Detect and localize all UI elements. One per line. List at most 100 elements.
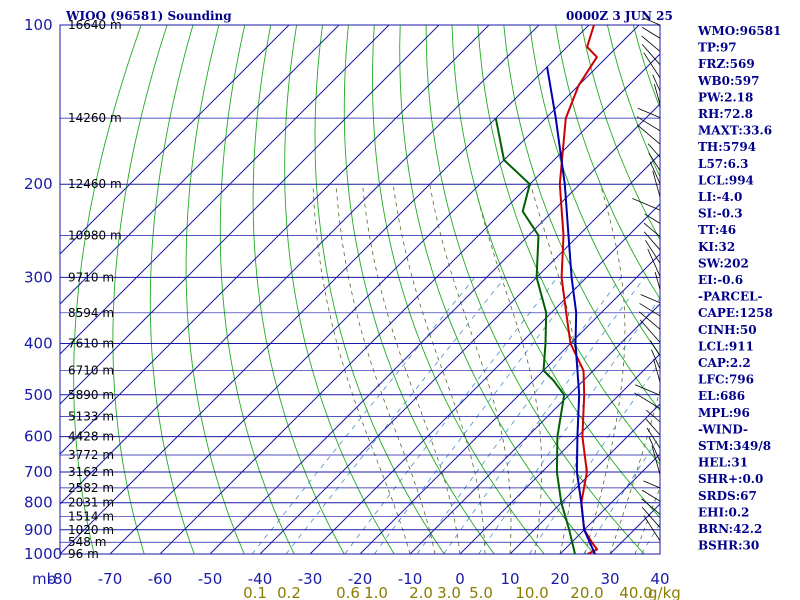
isotherm-line	[209, 103, 660, 554]
dry-adiabat	[149, 25, 195, 554]
isotherm-line	[509, 403, 660, 554]
sounding-index: HEL:31	[698, 456, 748, 470]
wind-barb	[651, 349, 661, 370]
height-label: 8594 m	[68, 306, 114, 320]
temperature-tick-label: -70	[98, 570, 123, 588]
sounding-index: EHI:0.2	[698, 505, 749, 519]
mixing-ratio-line	[251, 277, 476, 554]
height-label: 14260 m	[68, 111, 122, 125]
pressure-tick-label: 800	[24, 494, 53, 512]
sounding-index: L57:6.3	[698, 157, 748, 171]
pressure-unit-label: mb	[32, 570, 56, 588]
wind-barb	[634, 384, 661, 396]
wind-barb	[652, 170, 661, 198]
isotherms	[60, 25, 660, 554]
wind-barb	[649, 161, 661, 184]
moist-adiabat	[335, 184, 436, 554]
isotherm-line	[60, 25, 340, 305]
wind-barb	[652, 74, 661, 92]
wind-barb	[645, 409, 661, 423]
temperature-tick-label: 40	[650, 570, 669, 588]
sounding-index: -PARCEL-	[698, 290, 763, 304]
isotherm-line	[60, 25, 590, 554]
sounding-index: MPL:96	[698, 406, 750, 420]
sounding-indices: WMO:96581 TP:97 FRZ:569 WB0:597 PW:2.18 RH:72…	[697, 24, 781, 553]
dry-adiabat	[581, 25, 660, 241]
temperature-tick-label: -20	[348, 570, 373, 588]
mixing-unit-label: g/kg	[648, 584, 681, 600]
mixing-ratio-label: 10.0	[515, 584, 548, 600]
wind-barb	[647, 143, 661, 158]
mixing-ratio-label: 0.6	[336, 584, 360, 600]
height-label: 16640 m	[68, 18, 122, 32]
isotherm-line	[60, 25, 490, 455]
mixing-ratio-line	[443, 277, 645, 554]
height-label: 7610 m	[68, 336, 114, 350]
wind-barb	[651, 445, 661, 475]
mixing-ratio-label: 0.2	[277, 584, 301, 600]
height-label: 3772 m	[68, 448, 114, 462]
isotherm-line	[309, 203, 660, 554]
sounding-index: CAP:2.2	[698, 356, 751, 370]
wind-barbs	[632, 17, 661, 541]
height-label: 4428 m	[68, 430, 114, 444]
sounding-index: TP:97	[698, 41, 737, 55]
isotherm-line	[559, 453, 660, 554]
height-label: 9710 m	[68, 270, 114, 284]
height-label: 10980 m	[68, 229, 122, 243]
wind-barb	[645, 418, 661, 436]
pressure-tick-label: 900	[24, 521, 53, 539]
sounding-index: WMO:96581	[697, 24, 781, 38]
sounding-index: SI:-0.3	[698, 207, 743, 221]
dry-adiabat	[763, 25, 800, 554]
wind-barb	[640, 294, 661, 304]
isotherm-line	[359, 253, 660, 554]
temperature-tick-label: -10	[398, 570, 423, 588]
height-label: 2031 m	[68, 496, 114, 510]
mixing-ratio-label: 0.1	[243, 584, 267, 600]
temperature-tick-label: -40	[248, 570, 273, 588]
sounding-index: TT:46	[698, 223, 736, 237]
wind-barb	[641, 507, 661, 528]
wind-barb	[643, 231, 661, 251]
wind-barb	[649, 340, 661, 356]
sounding-index: BRN:42.2	[698, 522, 762, 536]
pressure-tick-label: 700	[24, 463, 53, 481]
sounding-index: BSHR:30	[698, 539, 759, 553]
wind-barb	[641, 26, 661, 39]
pressure-tick-label: 200	[24, 175, 53, 193]
sounding-index: FRZ:569	[698, 57, 755, 71]
sounding-index: CAPE:1258	[698, 306, 773, 320]
wind-barb	[641, 489, 661, 502]
sounding-index: CINH:50	[698, 323, 757, 337]
isotherm-line	[109, 25, 640, 554]
wind-barb	[653, 358, 661, 383]
sounding-index: LCL:911	[698, 339, 754, 353]
sounding-index: RH:72.8	[698, 107, 753, 121]
wind-barb	[643, 480, 661, 489]
sounding-index: LFC:796	[698, 373, 754, 387]
isotherm-line	[60, 25, 540, 505]
sounding-index: -WIND-	[698, 422, 748, 436]
dry-adiabat	[343, 25, 495, 554]
dry-adiabat	[219, 25, 295, 554]
height-label: 2582 m	[68, 481, 114, 495]
height-label: 12460 m	[68, 177, 122, 191]
mixing-ratio-label: 3.0	[437, 584, 461, 600]
wind-barb	[636, 124, 661, 145]
wind-barb	[644, 213, 661, 224]
sounding-index: LCL:994	[698, 173, 754, 187]
wind-barb	[646, 427, 661, 449]
pressure-tick-label: 600	[24, 428, 53, 446]
moist-adiabat	[609, 388, 660, 554]
parcel-profile	[546, 66, 596, 554]
sounding-index: MAXT:33.6	[698, 124, 772, 138]
wind-barb	[643, 17, 661, 26]
height-label: 3162 m	[68, 465, 114, 479]
mixing-ratio-line	[583, 435, 660, 554]
height-label: 96 m	[68, 547, 99, 561]
wind-barb	[641, 35, 661, 52]
wind-barb	[643, 52, 661, 79]
